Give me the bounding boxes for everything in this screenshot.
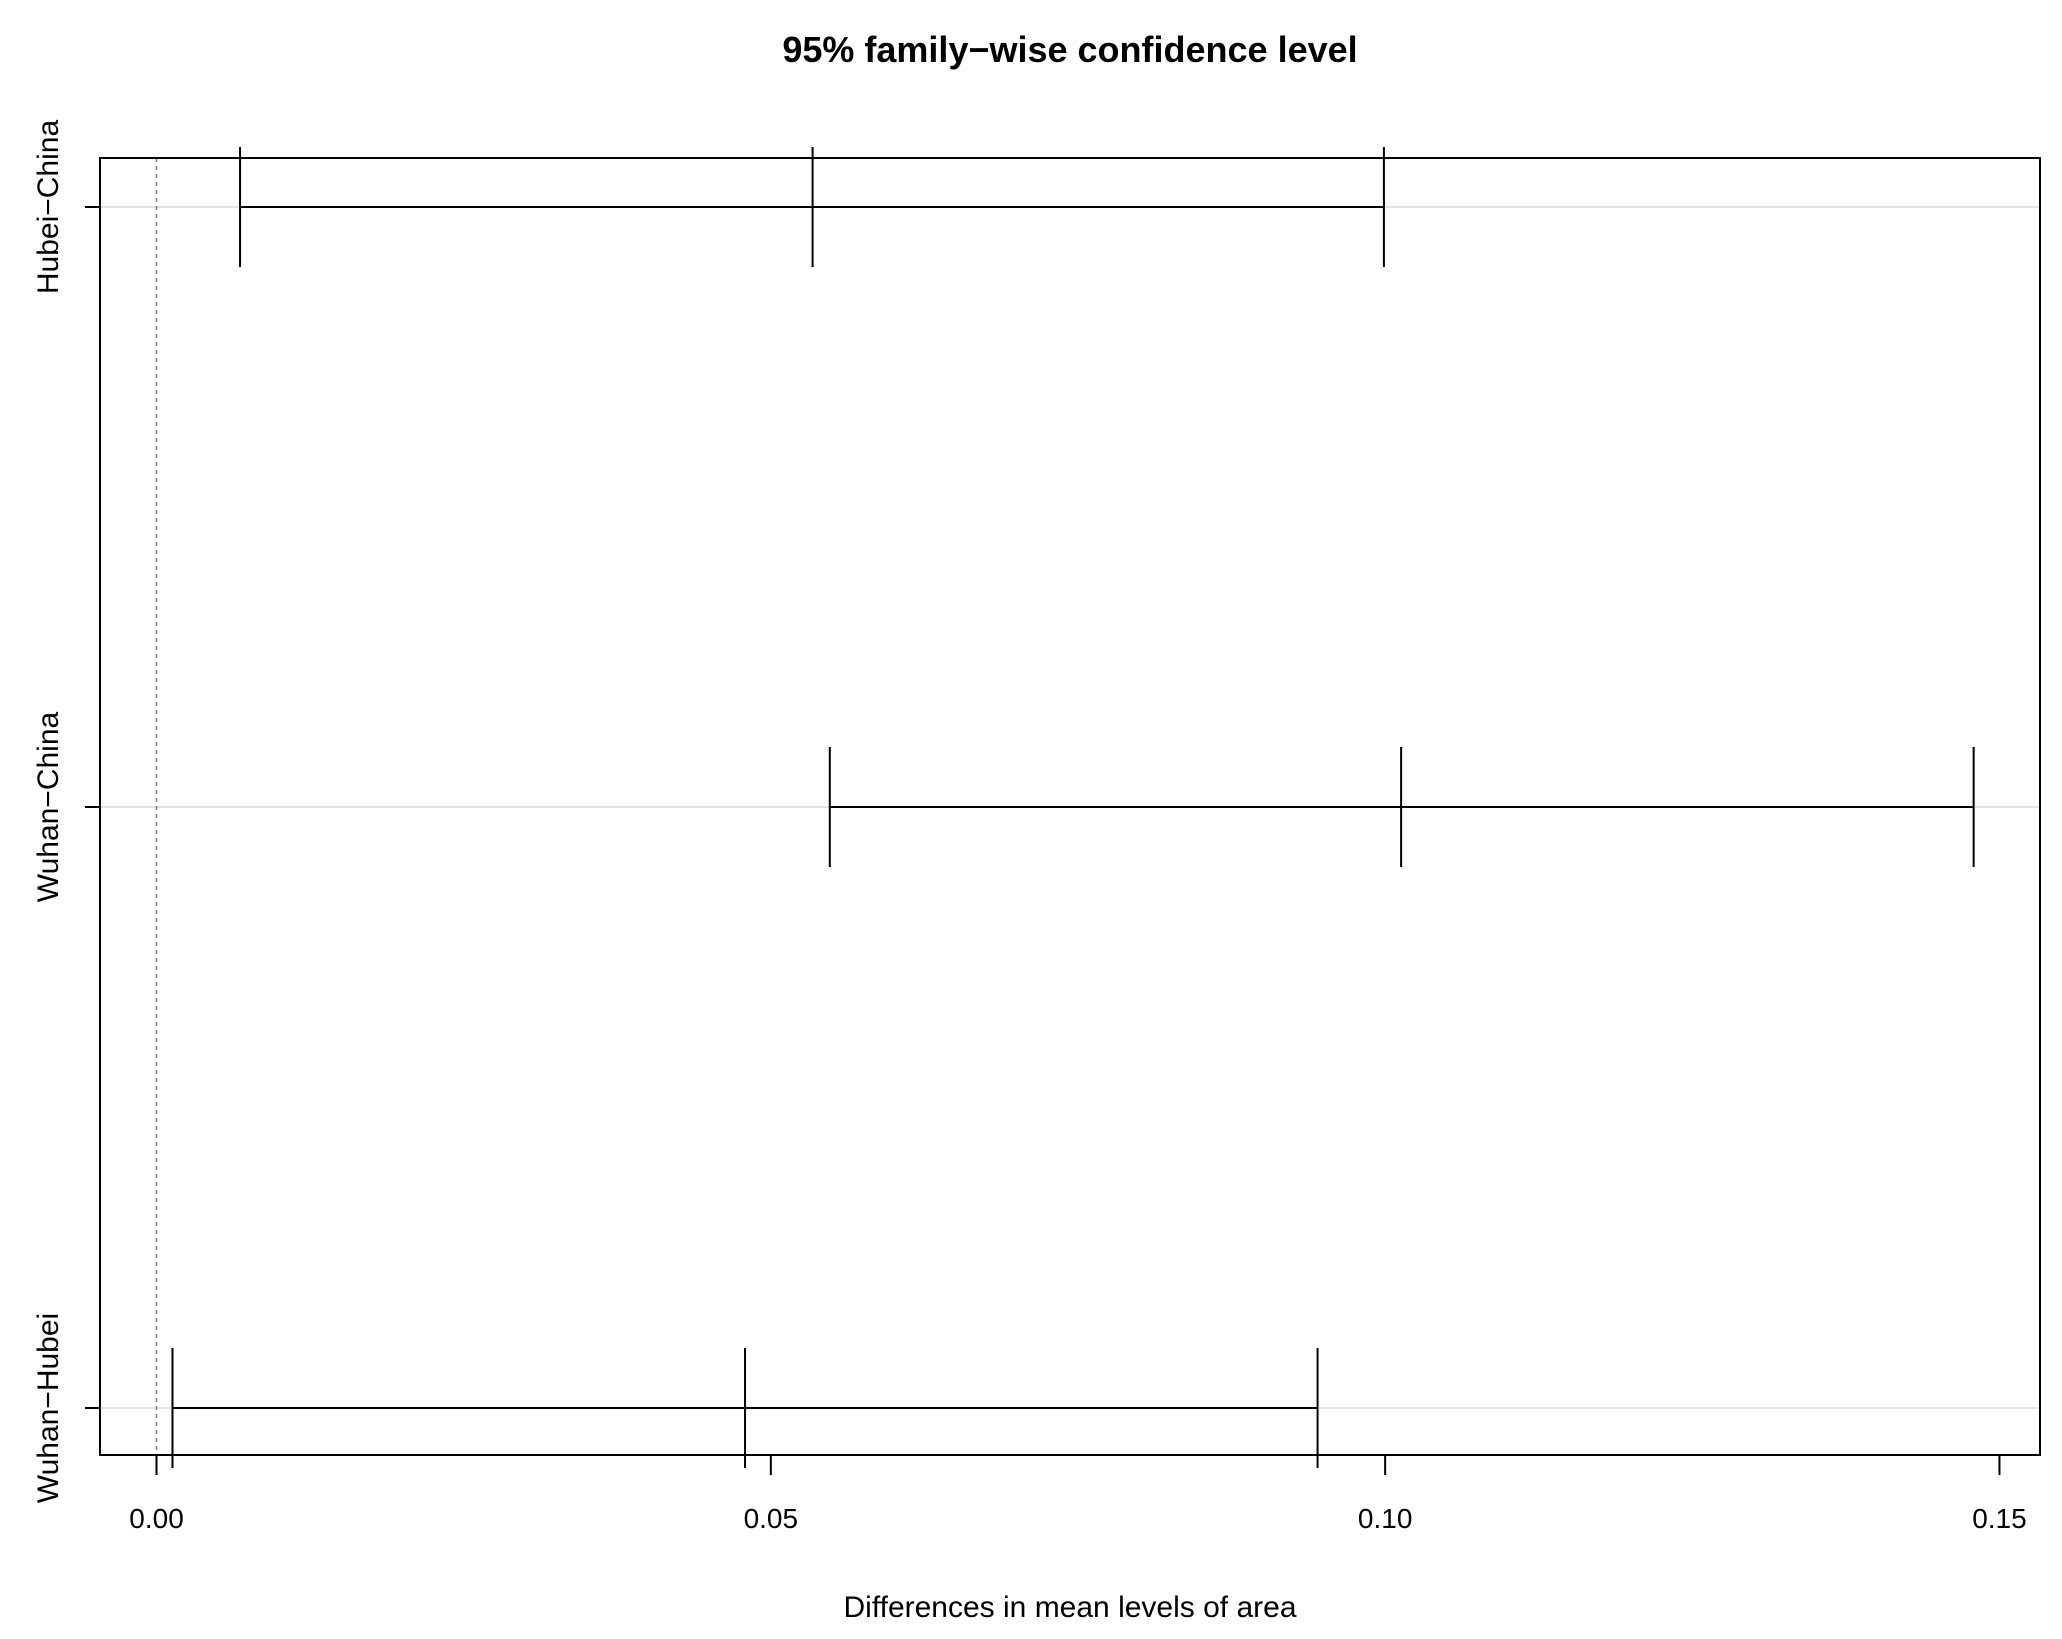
y-category-label: Wuhan−Hubei	[32, 1313, 65, 1503]
x-tick-label: 0.05	[744, 1503, 799, 1534]
y-category-label: Hubei−China	[32, 120, 65, 295]
y-category-label: Wuhan−China	[32, 711, 65, 902]
chart-title: 95% family−wise confidence level	[782, 29, 1357, 70]
plot-layer: 0.00 0.05 0.10 0.15 Hubei−China Wuhan−China Wu…	[32, 120, 2041, 1534]
x-axis-label: Differences in mean levels of area	[843, 1591, 1296, 1624]
x-tick-label: 0.15	[1972, 1503, 2027, 1534]
x-tick-label: 0.00	[129, 1503, 184, 1534]
x-tick-label: 0.10	[1358, 1503, 1413, 1534]
